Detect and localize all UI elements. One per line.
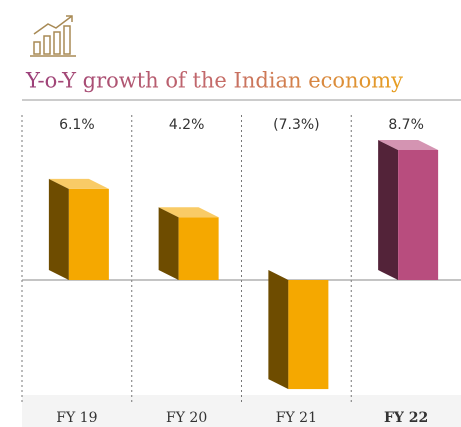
bar: [158, 207, 219, 280]
bar-side: [378, 140, 399, 280]
value-label: 4.2%: [169, 117, 205, 133]
bar-front: [288, 280, 329, 390]
bar-side: [48, 178, 69, 280]
bar: [268, 270, 329, 390]
x-tick-label: FY 20: [166, 410, 207, 426]
x-tick-label: FY 21: [276, 410, 317, 426]
icon: [30, 15, 76, 57]
bar-top: [158, 207, 219, 218]
value-label: 6.1%: [59, 117, 95, 133]
bar-top: [378, 140, 439, 150]
bar: [378, 140, 439, 280]
bar: [48, 178, 109, 280]
bar-front: [178, 217, 219, 280]
x-tick-label: FY 19: [56, 410, 97, 426]
x-tick-label: FY 22: [384, 410, 428, 426]
bar-top: [48, 178, 109, 189]
value-label: (7.3%): [273, 117, 320, 133]
bar-front: [68, 188, 109, 280]
bar-side: [268, 270, 289, 390]
bar-side: [158, 207, 179, 280]
chart-title: Y-o-Y growth of the Indian economy: [25, 69, 403, 93]
bar-front: [398, 150, 439, 280]
value-label: 8.7%: [388, 117, 424, 133]
